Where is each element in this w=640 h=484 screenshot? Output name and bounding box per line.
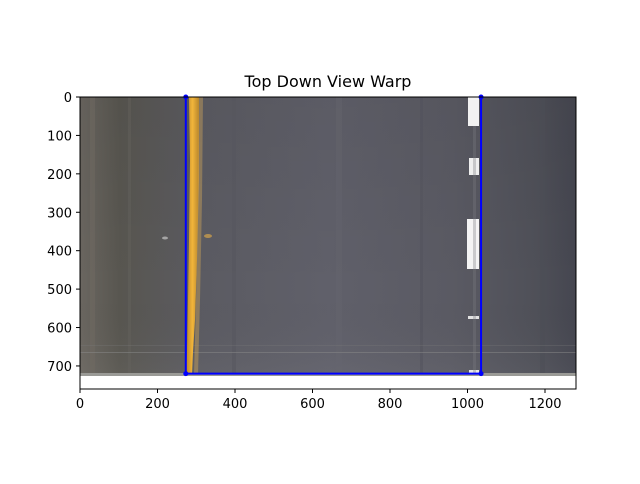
dash-streak xyxy=(473,126,476,374)
white-dash xyxy=(468,316,479,319)
x-axis: 0 200 400 600 800 1000 1200 xyxy=(76,389,562,412)
white-dash xyxy=(469,370,479,374)
y-tick-label: 500 xyxy=(47,283,72,298)
y-tick-label: 100 xyxy=(47,129,72,144)
road-streak xyxy=(420,97,423,376)
y-tick-label: 600 xyxy=(47,322,72,337)
y-tick-label: 400 xyxy=(47,245,72,260)
road-streak xyxy=(128,97,131,376)
road-streak xyxy=(232,97,236,376)
white-dash xyxy=(469,158,479,175)
chart-title: Top Down View Warp xyxy=(244,72,412,91)
x-tick-label: 1000 xyxy=(451,397,484,412)
road-shade xyxy=(80,97,576,376)
y-tick-label: 700 xyxy=(47,360,72,375)
road-streak xyxy=(540,97,545,376)
overlay-point xyxy=(478,371,484,377)
white-dash xyxy=(467,219,479,269)
horizon-line xyxy=(80,352,576,353)
x-tick-label: 800 xyxy=(378,397,403,412)
x-tick-label: 400 xyxy=(223,397,248,412)
y-tick-label: 300 xyxy=(47,206,72,221)
x-tick-label: 600 xyxy=(300,397,325,412)
x-tick-label: 0 xyxy=(76,397,84,412)
yellow-lane-glow xyxy=(194,97,203,374)
warp-region-outline xyxy=(184,97,483,375)
overlay-point xyxy=(183,371,189,377)
warp-region-points xyxy=(183,94,484,377)
road-mark xyxy=(162,236,168,240)
yellow-lane-line xyxy=(186,97,199,374)
road-streak xyxy=(90,97,95,376)
white-dash xyxy=(468,97,479,126)
road-mark xyxy=(204,234,212,238)
x-tick-label: 200 xyxy=(145,397,170,412)
x-tick-label: 1200 xyxy=(528,397,561,412)
y-tick-label: 0 xyxy=(64,91,72,106)
warped-road-image xyxy=(80,97,576,376)
y-axis: 0 100 200 300 400 500 600 700 xyxy=(47,91,80,375)
axes-frame xyxy=(79,96,577,390)
y-tick-label: 200 xyxy=(47,168,72,183)
horizon-line xyxy=(80,345,576,346)
road-streak xyxy=(336,97,342,376)
